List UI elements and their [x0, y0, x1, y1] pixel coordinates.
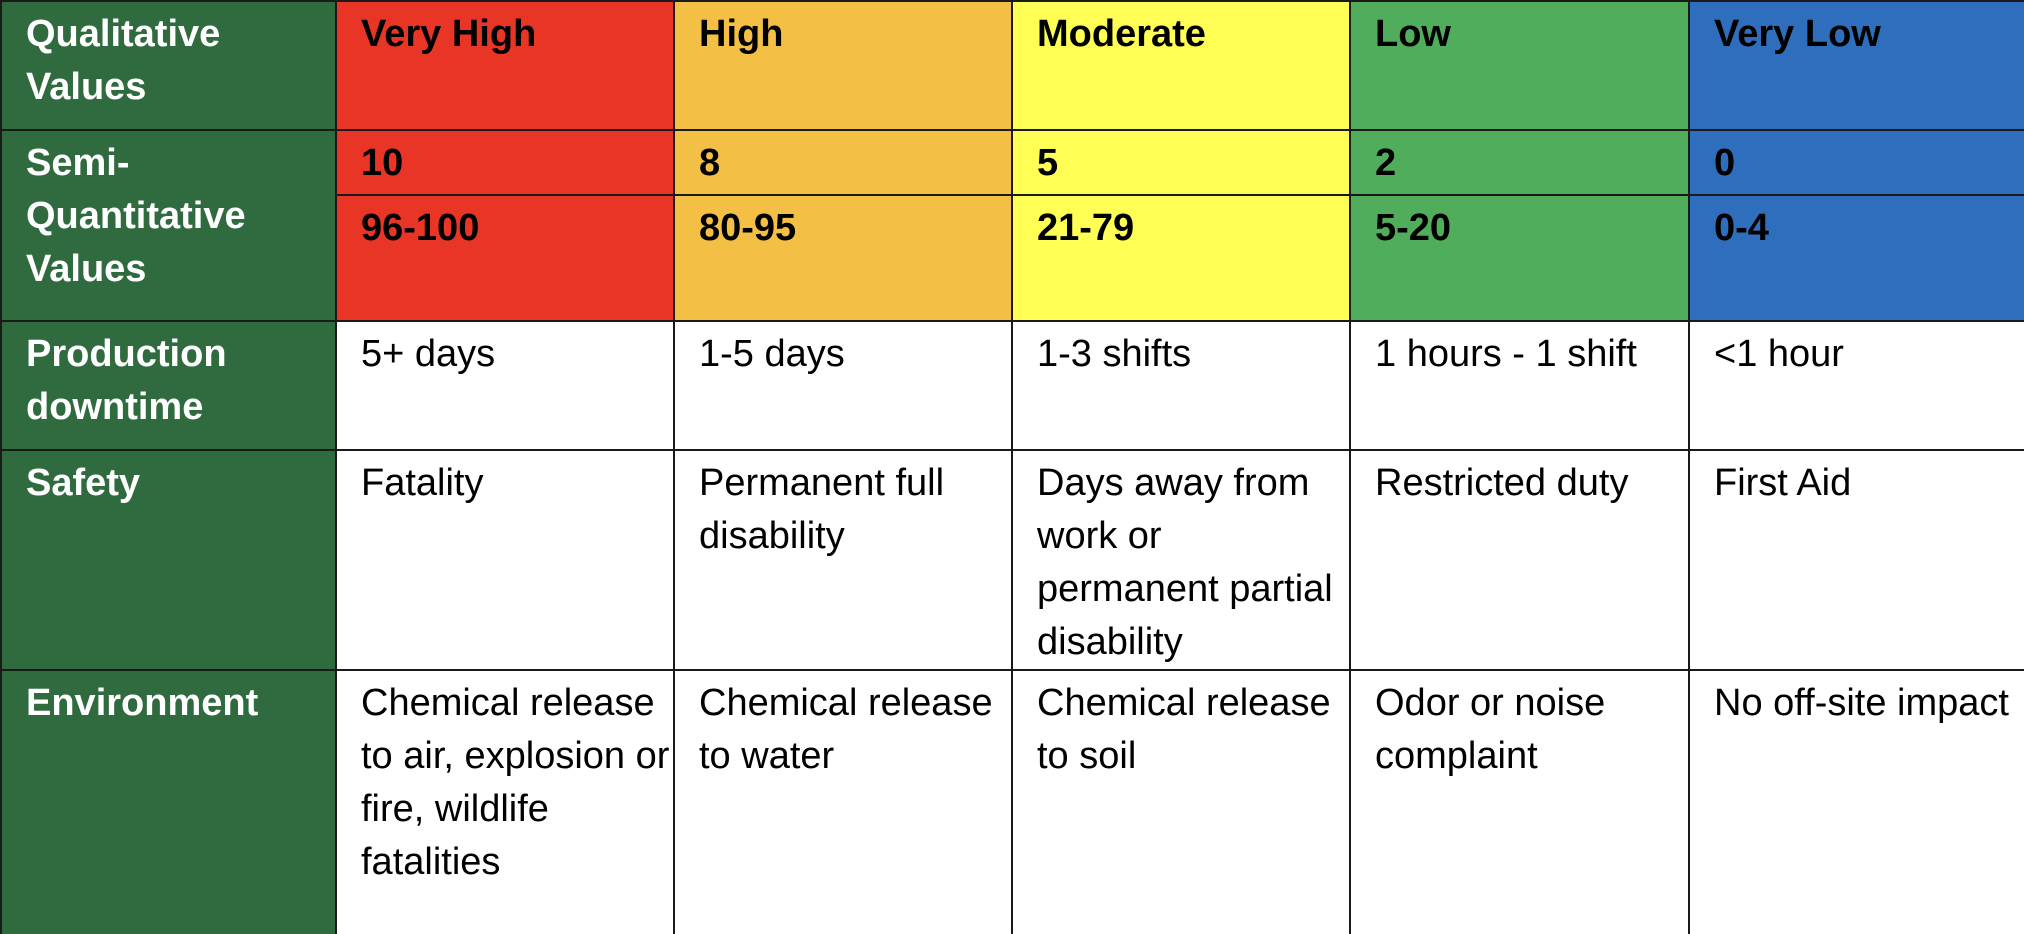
production-low: 1 hours - 1 shift — [1349, 320, 1690, 451]
range-row: 96-100 80-95 21-79 5-20 0-4 — [1, 194, 2024, 322]
production-row: Production downtime 5+ days 1-5 days 1-3… — [0, 320, 2024, 451]
environment-very-high: Chemical release to air, explosion or fi… — [335, 669, 675, 934]
level-high: High — [673, 0, 1013, 131]
level-very-low: Very Low — [1688, 0, 2024, 131]
safety-moderate: Days away from work or permanent partial… — [1011, 449, 1351, 671]
range-high: 80-95 — [673, 194, 1013, 322]
environment-high: Chemical release to water — [673, 669, 1013, 934]
score-very-high: 10 — [335, 129, 675, 196]
safety-row: Safety Fatality Permanent full disabilit… — [0, 449, 2024, 671]
level-moderate: Moderate — [1011, 0, 1351, 131]
score-high: 8 — [673, 129, 1013, 196]
environment-row: Environment Chemical release to air, exp… — [0, 669, 2024, 934]
production-very-low: <1 hour — [1688, 320, 2024, 451]
safety-high: Permanent full disability — [673, 449, 1013, 671]
score-very-low: 0 — [1688, 129, 2024, 196]
environment-header: Environment — [0, 669, 337, 934]
environment-moderate: Chemical release to soil — [1011, 669, 1351, 934]
qualitative-values-header: Qualitative Values — [0, 0, 337, 131]
production-moderate: 1-3 shifts — [1011, 320, 1351, 451]
semi-quantitative-values-header: Semi-Quantitative Values — [0, 129, 337, 322]
range-moderate: 21-79 — [1011, 194, 1351, 322]
safety-very-high: Fatality — [335, 449, 675, 671]
range-very-high: 96-100 — [335, 194, 675, 322]
qualitative-row: Qualitative Values Very High High Modera… — [0, 0, 2024, 131]
level-low: Low — [1349, 0, 1690, 131]
environment-low: Odor or noise complaint — [1349, 669, 1690, 934]
safety-header: Safety — [0, 449, 337, 671]
safety-very-low: First Aid — [1688, 449, 2024, 671]
production-downtime-header: Production downtime — [0, 320, 337, 451]
production-very-high: 5+ days — [335, 320, 675, 451]
score-row: Semi-Quantitative Values 10 8 5 2 0 — [0, 129, 2024, 322]
level-very-high: Very High — [335, 0, 675, 131]
production-high: 1-5 days — [673, 320, 1013, 451]
environment-very-low: No off-site impact — [1688, 669, 2024, 934]
score-low: 2 — [1349, 129, 1690, 196]
score-moderate: 5 — [1011, 129, 1351, 196]
range-low: 5-20 — [1349, 194, 1690, 322]
range-very-low: 0-4 — [1688, 194, 2024, 322]
safety-low: Restricted duty — [1349, 449, 1690, 671]
